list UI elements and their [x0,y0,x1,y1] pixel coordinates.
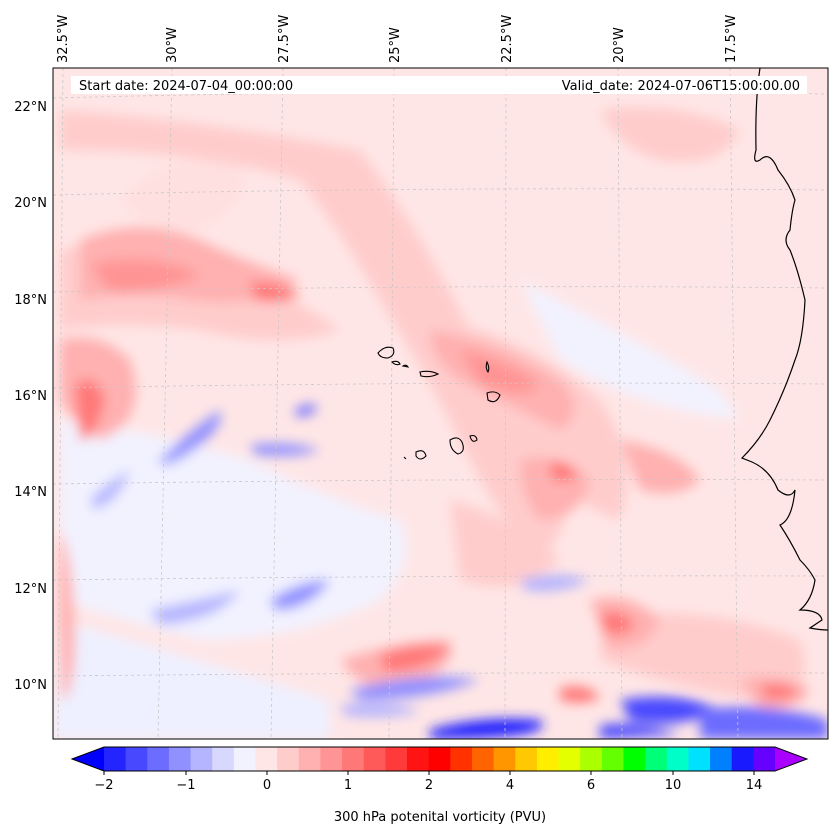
colorbar-segment [515,747,538,771]
colorbar-segment [298,747,322,771]
colorbar-extend-max [775,747,807,771]
colorbar-segment [104,747,127,771]
colorbar-segment [342,747,365,771]
cb-tick-neg1: −1 [176,778,195,793]
colorbar-segment [147,747,170,771]
start-date-label: Start date: 2024-07-04_00:00:00 [79,79,293,94]
cb-tick-10: 10 [665,778,682,793]
cb-tick-0: 0 [263,778,271,793]
colorbar-segment [471,747,495,771]
colorbar-segment [125,747,148,771]
valid-date-label: Valid_date: 2024-07-06T15:00:00.00 [562,79,800,94]
lon-label-25w: 25°W [388,27,403,63]
cb-tick-6: 6 [587,778,595,793]
colorbar-segment [428,747,451,771]
cb-tick-14: 14 [746,778,763,793]
lat-label-10n: 10°N [14,678,47,693]
colorbar-segment [753,747,776,771]
cb-tick-4: 4 [506,778,514,793]
colorbar-segment [536,747,560,771]
pv-field [53,68,828,739]
colorbar-segment [493,747,516,771]
colorbar-segment [212,747,235,771]
lon-label-27-5w: 27.5°W [277,15,292,63]
gridlines [53,68,828,739]
colorbar-segment [666,747,690,771]
colorbar-segment [558,747,581,771]
header-box [71,76,807,94]
colorbar-segment [363,747,386,771]
colorbar-segment [450,747,473,771]
cb-tick-1: 1 [344,778,352,793]
colorbar-segment [731,747,754,771]
colorbar-segment [580,747,603,771]
colorbar [70,746,809,775]
lon-label-32-5w: 32.5°W [56,15,71,63]
colorbar-label: 300 hPa potenital vorticity (PVU) [334,810,546,825]
lat-label-12n: 12°N [14,582,47,597]
colorbar-segment [601,747,625,771]
cb-tick-neg2: −2 [94,778,113,793]
lat-label-16n: 16°N [14,389,47,404]
colorbar-segment [233,747,257,771]
lat-label-22n: 22°N [14,100,47,115]
colorbar-segment [190,747,213,771]
cape-verde-islands [377,346,501,460]
colorbar-segment [320,747,343,771]
colorbar-segment [623,747,646,771]
cb-tick-2: 2 [425,778,433,793]
colorbar-segment [255,747,278,771]
plot-frame [52,67,829,740]
lon-label-22-5w: 22.5°W [500,15,515,63]
colorbar-segment [407,747,430,771]
colorbar-segment [710,747,733,771]
colorbar-segment [688,747,711,771]
lon-label-30w: 30°W [165,27,180,63]
colorbar-segment [385,747,408,771]
lat-label-20n: 20°N [14,196,47,211]
colorbar-segment [277,747,300,771]
lat-label-14n: 14°N [14,485,47,500]
colorbar-extend-min [72,747,104,771]
lon-label-17-5w: 17.5°W [724,15,739,63]
africa-coastline [740,68,828,631]
colorbar-segment [168,747,192,771]
lon-label-20w: 20°W [612,27,627,63]
colorbar-segment [645,747,668,771]
lat-label-18n: 18°N [14,293,47,308]
